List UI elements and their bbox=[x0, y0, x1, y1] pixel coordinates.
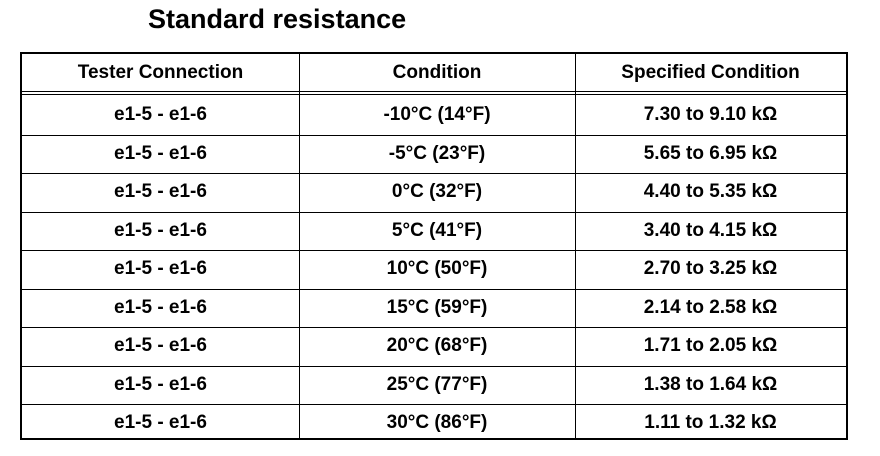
header-cell: Tester Connection bbox=[77, 61, 244, 83]
column-rule bbox=[299, 54, 300, 438]
table-cell: 5°C (41°F) bbox=[391, 219, 483, 241]
table-cell: e1-5 - e1-6 bbox=[114, 219, 207, 241]
row-rule bbox=[22, 288, 846, 290]
table-cell: 3.40 to 4.15 kΩ bbox=[643, 219, 778, 241]
table-cell: e1-5 - e1-6 bbox=[114, 412, 207, 434]
table-cell: -10°C (14°F) bbox=[383, 104, 491, 126]
row-rule bbox=[22, 404, 846, 405]
column-rule bbox=[575, 54, 576, 438]
header-rule bbox=[22, 91, 846, 92]
table-cell: 1.71 to 2.05 kΩ bbox=[643, 335, 778, 357]
table-cell: 0°C (32°F) bbox=[391, 181, 483, 203]
table-cell: 7.30 to 9.10 kΩ bbox=[643, 104, 778, 126]
table-cell: e1-5 - e1-6 bbox=[114, 335, 207, 357]
row-rule bbox=[22, 211, 846, 213]
table-cell: e1-5 - e1-6 bbox=[114, 258, 207, 280]
row-rule bbox=[22, 173, 846, 174]
table-cell: e1-5 - e1-6 bbox=[114, 181, 207, 203]
header-cell: Specified Condition bbox=[621, 61, 800, 83]
table-cell: 20°C (68°F) bbox=[386, 335, 488, 357]
table-cell: 5.65 to 6.95 kΩ bbox=[643, 142, 778, 164]
row-rule bbox=[22, 365, 846, 367]
row-rule bbox=[22, 134, 846, 136]
header-rule bbox=[22, 94, 846, 95]
table-cell: 4.40 to 5.35 kΩ bbox=[643, 181, 778, 203]
table-cell: 1.38 to 1.64 kΩ bbox=[643, 373, 778, 395]
table-cell: 10°C (50°F) bbox=[386, 258, 488, 280]
table-cell: -5°C (23°F) bbox=[388, 142, 486, 164]
table-cell: 1.11 to 1.32 kΩ bbox=[644, 412, 777, 434]
table-cell: e1-5 - e1-6 bbox=[114, 142, 207, 164]
table-cell: e1-5 - e1-6 bbox=[114, 373, 207, 395]
row-rule bbox=[22, 250, 846, 251]
table-cell: e1-5 - e1-6 bbox=[114, 104, 207, 126]
title: Standard resistance bbox=[148, 4, 407, 34]
table-cell: 15°C (59°F) bbox=[386, 296, 488, 318]
table: Tester Connection Condition Specified Cond… bbox=[20, 52, 848, 440]
header-cell: Condition bbox=[392, 61, 482, 83]
table-cell: 25°C (77°F) bbox=[386, 373, 488, 395]
table-cell: 2.14 to 2.58 kΩ bbox=[643, 296, 778, 318]
table-cell: 30°C (86°F) bbox=[386, 412, 488, 434]
table-cell: e1-5 - e1-6 bbox=[114, 296, 207, 318]
row-rule bbox=[22, 327, 846, 328]
table-cell: 2.70 to 3.25 kΩ bbox=[643, 258, 778, 280]
